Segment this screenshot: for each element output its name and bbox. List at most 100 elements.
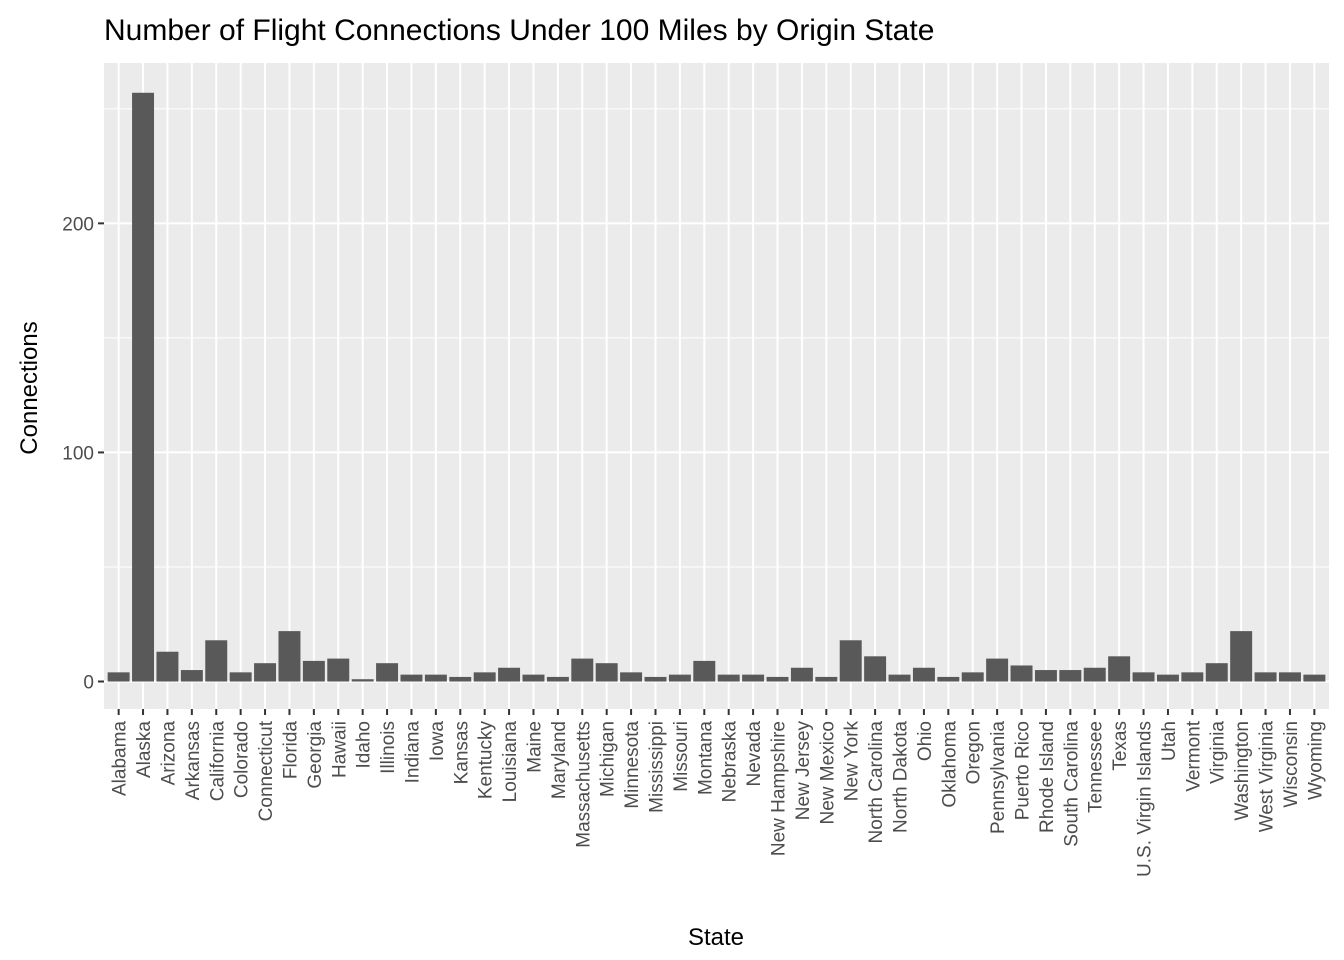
bar-georgia [302, 660, 325, 682]
x-tick-label: Washington [1232, 721, 1253, 821]
x-tick-label: Alaska [134, 721, 155, 778]
bar-iowa [424, 674, 447, 682]
bar-new-mexico [815, 676, 838, 682]
x-tick-label: Nebraska [720, 721, 741, 803]
plot-panel [104, 63, 1329, 709]
bar-rhode-island [1034, 670, 1057, 682]
x-tick-label: Georgia [305, 721, 326, 789]
x-tick-label: Florida [280, 721, 301, 780]
gridlines [104, 63, 1329, 709]
bar-connecticut [254, 663, 277, 682]
bar-wyoming [1303, 674, 1326, 682]
bar-louisiana [498, 667, 521, 682]
y-tick-label: 0 [83, 673, 94, 694]
bar-indiana [400, 674, 423, 682]
x-tick-label: Oklahoma [939, 721, 960, 808]
bar-puerto-rico [1010, 665, 1033, 682]
x-tick-label: New Mexico [817, 721, 838, 824]
x-tick-label: Illinois [378, 721, 399, 774]
x-tick-label: Maine [524, 721, 545, 773]
x-tick-label: Oregon [964, 721, 985, 784]
x-tick-label: Michigan [598, 721, 619, 797]
x-tick-label: Pennsylvania [988, 721, 1009, 834]
bar-hawaii [327, 658, 350, 682]
bar-virginia [1205, 663, 1228, 682]
x-tick-label: Hawaii [329, 721, 350, 778]
x-tick-label: Tennessee [1086, 721, 1107, 813]
bar-new-york [839, 640, 862, 682]
x-tick-label: Indiana [402, 721, 423, 784]
y-tick-label: 200 [62, 214, 94, 235]
bar-alaska [132, 92, 155, 682]
x-tick-label: Connecticut [256, 720, 277, 821]
y-tick-label: 100 [62, 443, 94, 464]
x-tick-label: Kansas [451, 721, 472, 784]
x-tick-label: Minnesota [622, 721, 643, 809]
y-axis-title: Connections [16, 321, 43, 454]
bar-mississippi [644, 676, 667, 682]
bar-nevada [742, 674, 765, 682]
x-tick-label: California [207, 721, 228, 802]
x-tick-label: Montana [695, 721, 716, 795]
bar-minnesota [620, 672, 643, 682]
bar-new-hampshire [766, 676, 789, 682]
x-tick-label: West Virginia [1257, 721, 1278, 833]
bar-idaho [351, 679, 374, 682]
x-tick-label: Mississippi [646, 721, 667, 813]
bar-alabama [107, 672, 130, 682]
bar-new-jersey [790, 667, 813, 682]
x-tick-label: North Dakota [891, 721, 912, 833]
x-tick-label: Utah [1159, 721, 1180, 761]
x-tick-label: New York [842, 721, 863, 802]
bar-maine [522, 674, 545, 682]
x-tick-label: North Carolina [866, 721, 887, 844]
x-tick-label: Colorado [232, 721, 253, 798]
bar-arkansas [180, 670, 203, 682]
bars [107, 92, 1326, 682]
x-tick-label: New Jersey [793, 721, 814, 821]
x-axis-title: State [688, 924, 744, 951]
bar-tennessee [1083, 667, 1106, 682]
bar-pennsylvania [986, 658, 1009, 682]
x-tick-label: U.S. Virgin Islands [1135, 721, 1156, 877]
bar-california [205, 640, 228, 682]
bar-oklahoma [937, 676, 960, 682]
bar-north-carolina [864, 656, 887, 682]
bar-florida [278, 631, 301, 682]
bar-illinois [376, 663, 399, 682]
bar-missouri [668, 674, 691, 682]
x-tick-label: Idaho [354, 721, 375, 769]
x-tick-label: Wyoming [1305, 721, 1326, 800]
x-tick-label: Wisconsin [1281, 721, 1302, 808]
x-tick-label: New Hampshire [769, 721, 790, 856]
x-tick-label: Puerto Rico [1013, 721, 1034, 820]
bar-montana [693, 660, 716, 682]
bar-vermont [1181, 672, 1204, 682]
bar-arizona [156, 651, 179, 682]
bar-michigan [595, 663, 618, 682]
x-axis: Alabama Alaska Arizona Arkansas California Co… [110, 709, 1326, 877]
bar-kentucky [473, 672, 496, 682]
x-tick-label: Vermont [1183, 720, 1204, 791]
x-tick-label: Virginia [1208, 721, 1229, 784]
bar-maryland [546, 676, 569, 682]
bar-massachusetts [571, 658, 594, 682]
bar-nebraska [717, 674, 740, 682]
x-tick-label: Iowa [427, 721, 448, 762]
x-tick-label: Arkansas [183, 721, 204, 800]
x-tick-label: Ohio [915, 721, 936, 761]
bar-utah [1156, 674, 1179, 682]
x-tick-label: Texas [1110, 721, 1131, 771]
x-tick-label: Maryland [549, 721, 570, 799]
x-tick-label: Arizona [158, 721, 179, 786]
bar-washington [1230, 631, 1253, 682]
chart-title: Number of Flight Connections Under 100 M… [104, 14, 934, 47]
bar-u-s-virgin-islands [1132, 672, 1155, 682]
x-tick-label: Missouri [671, 721, 692, 792]
y-axis: 0 100 200 [62, 214, 104, 694]
bar-texas [1108, 656, 1131, 682]
x-tick-label: Kentucky [476, 721, 497, 800]
bar-wisconsin [1278, 672, 1301, 682]
x-tick-label: South Carolina [1061, 721, 1082, 847]
